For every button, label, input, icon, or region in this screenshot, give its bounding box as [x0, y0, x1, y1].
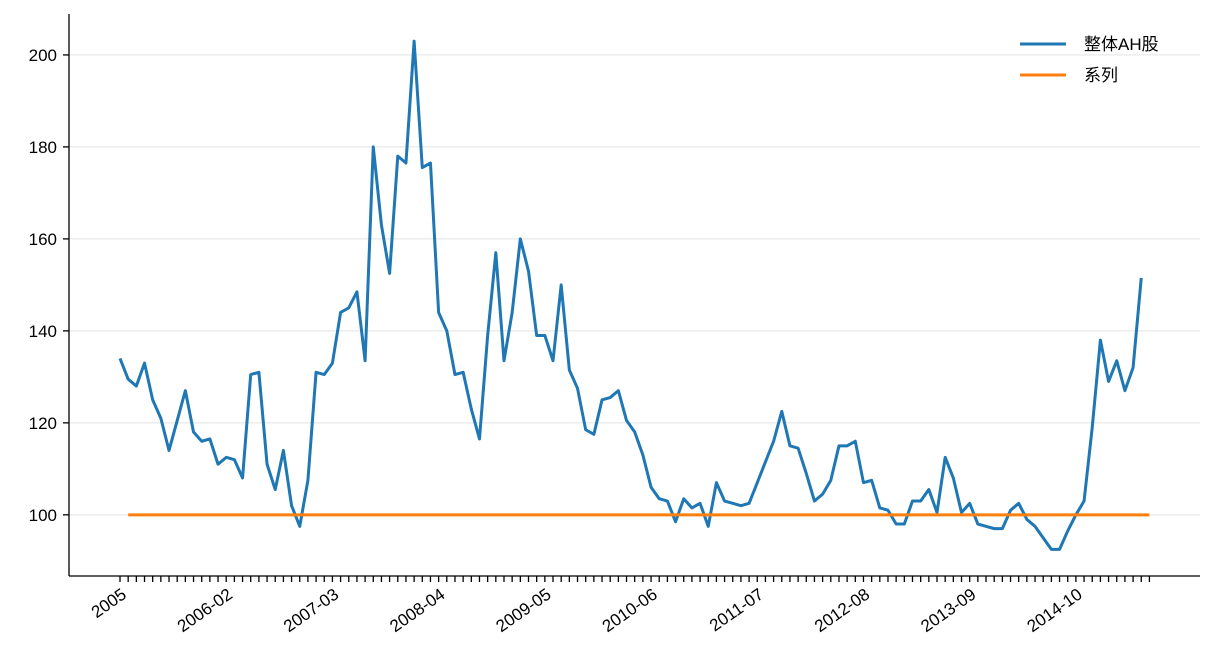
x-tick-label: 2005	[88, 585, 130, 622]
y-tick-label: 180	[29, 138, 57, 157]
y-tick-label: 140	[29, 322, 57, 341]
legend-label: 系列	[1084, 66, 1118, 85]
x-tick-label: 2008-04	[386, 585, 448, 636]
line-series	[118, 39, 1143, 551]
legend-label: 整体AH股	[1084, 35, 1159, 54]
x-tick-label: 2010-06	[599, 585, 661, 636]
x-tick-label: 2013-09	[917, 585, 979, 636]
x-tick-label: 2006-02	[174, 585, 236, 636]
x-tick-label: 2012-08	[811, 585, 873, 636]
y-tick-label: 120	[29, 414, 57, 433]
x-tick-label: 2011-07	[706, 585, 767, 636]
y-tick-label: 160	[29, 230, 57, 249]
y-tick-label: 100	[29, 506, 57, 525]
x-tick-label: 2014-10	[1024, 585, 1086, 636]
x-tick-label: 2009-05	[493, 585, 555, 636]
x-tick-label: 2007-03	[280, 585, 342, 636]
y-tick-label: 200	[29, 46, 57, 65]
